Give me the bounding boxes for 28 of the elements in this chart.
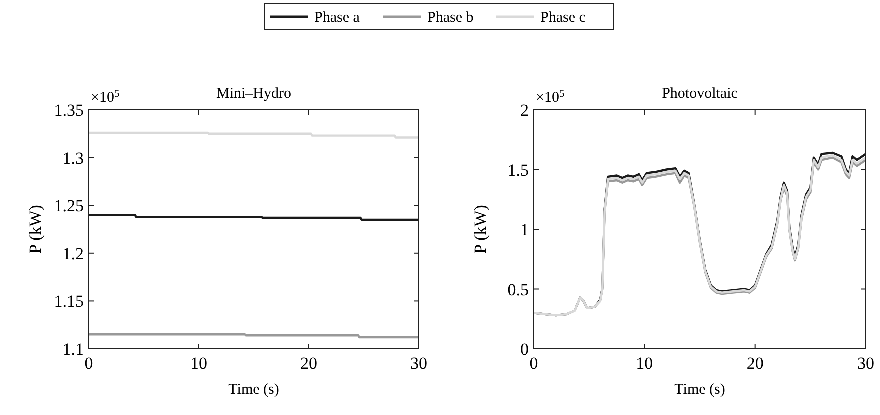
y-tick-label: 1.3 xyxy=(62,148,84,168)
y-axis-title: P (kW) xyxy=(471,205,490,254)
x-axis-title: Time (s) xyxy=(674,382,726,398)
y-tick-label: 1.25 xyxy=(54,196,84,216)
y-axis-title: P (kW) xyxy=(26,205,45,254)
y-tick-label: 1.5 xyxy=(508,160,529,180)
x-axis-title: Time (s) xyxy=(228,382,280,398)
y-tick-label: 1 xyxy=(520,220,529,240)
legend-label: Phase c xyxy=(540,10,586,26)
x-tick-label: 10 xyxy=(190,354,208,373)
y-tick-label: 1.2 xyxy=(62,244,84,264)
y-tick-label: 2 xyxy=(520,101,529,120)
chart-title: Mini–Hydro xyxy=(216,86,292,102)
y-tick-label: 0 xyxy=(520,340,529,359)
x-tick-label: 10 xyxy=(636,354,654,373)
x-tick-label: 30 xyxy=(410,354,428,373)
x-tick-label: 30 xyxy=(858,354,874,373)
text: ×10$^{5}$ xyxy=(536,88,565,106)
chart-title: Photovoltaic xyxy=(662,86,738,102)
legend-label: Phase b xyxy=(428,10,474,26)
y-tick-label: 1.15 xyxy=(54,292,84,312)
legend-label: Phase a xyxy=(314,10,360,26)
y-tick-label: 0.5 xyxy=(508,280,529,300)
y-tick-label: 1.35 xyxy=(54,101,84,120)
x-tick-label: 20 xyxy=(300,354,318,373)
y-tick-label: 1.1 xyxy=(62,340,84,359)
text: ×10$^{5}$ xyxy=(91,88,120,106)
x-tick-label: 20 xyxy=(746,354,764,373)
